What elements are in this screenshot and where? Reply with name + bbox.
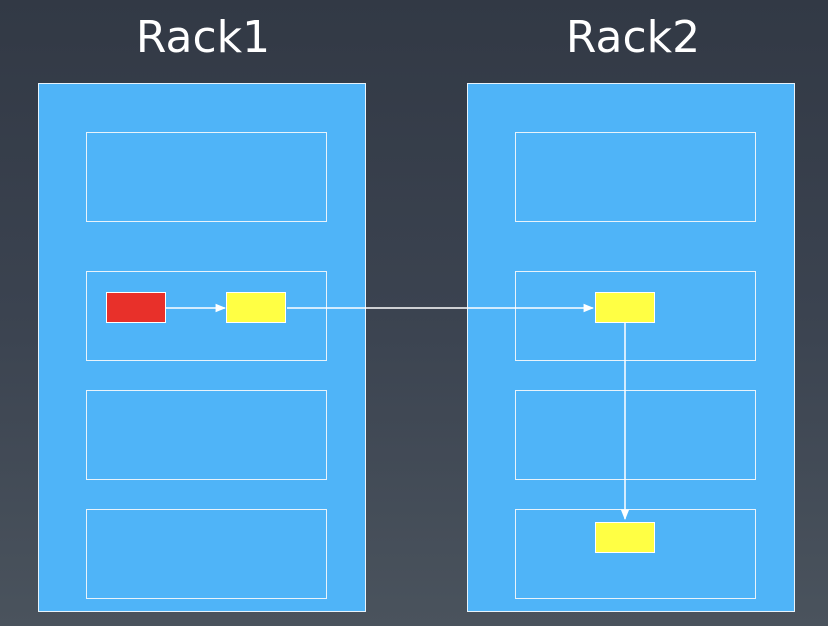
rack1-title: Rack1 <box>135 12 271 63</box>
rack1-node-1 <box>86 132 327 222</box>
rack1-replica-block <box>226 292 286 323</box>
rack2-title: Rack2 <box>565 12 701 63</box>
rack1-node-3 <box>86 390 327 480</box>
rack2-node-4 <box>515 509 756 599</box>
rack1-node-2 <box>86 271 327 361</box>
rack2-node-3 <box>515 390 756 480</box>
rack2-replica-block-1 <box>595 292 655 323</box>
rack1-source-block <box>106 292 166 323</box>
rack2 <box>467 83 795 612</box>
rack2-node-1 <box>515 132 756 222</box>
rack1 <box>38 83 366 612</box>
rack1-node-4 <box>86 509 327 599</box>
rack2-replica-block-2 <box>595 522 655 553</box>
rack2-node-2 <box>515 271 756 361</box>
